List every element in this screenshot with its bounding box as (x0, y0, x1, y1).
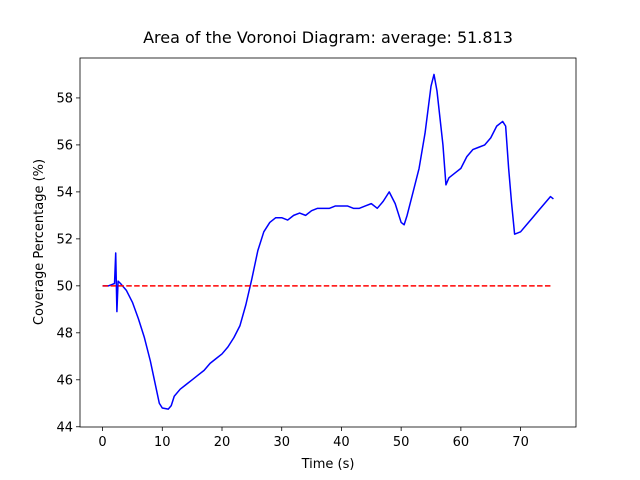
x-tick-label: 20 (214, 435, 231, 450)
y-tick-label: 44 (56, 420, 73, 435)
series-line (102, 73, 554, 410)
x-tick-label: 50 (393, 435, 410, 450)
x-tick-label: 0 (98, 435, 106, 450)
x-tick-label: 30 (273, 435, 290, 450)
y-tick-label: 48 (56, 326, 73, 341)
y-tick-label: 50 (56, 279, 73, 294)
chart-title: Area of the Voronoi Diagram: average: 51… (143, 28, 513, 47)
x-tick-label: 60 (453, 435, 470, 450)
x-tick-label: 40 (333, 435, 350, 450)
plot-frame (79, 57, 577, 428)
x-tick-label: 70 (512, 435, 529, 450)
x-tick-label: 10 (154, 435, 171, 450)
y-tick-label: 58 (56, 91, 73, 106)
x-axis-label: Time (s) (301, 457, 355, 472)
y-tick-label: 54 (56, 185, 73, 200)
y-axis-label: Coverage Percentage (%) (32, 159, 47, 325)
y-tick-label: 46 (56, 373, 73, 388)
y-tick-label: 52 (56, 232, 73, 247)
y-tick-label: 56 (56, 138, 73, 153)
